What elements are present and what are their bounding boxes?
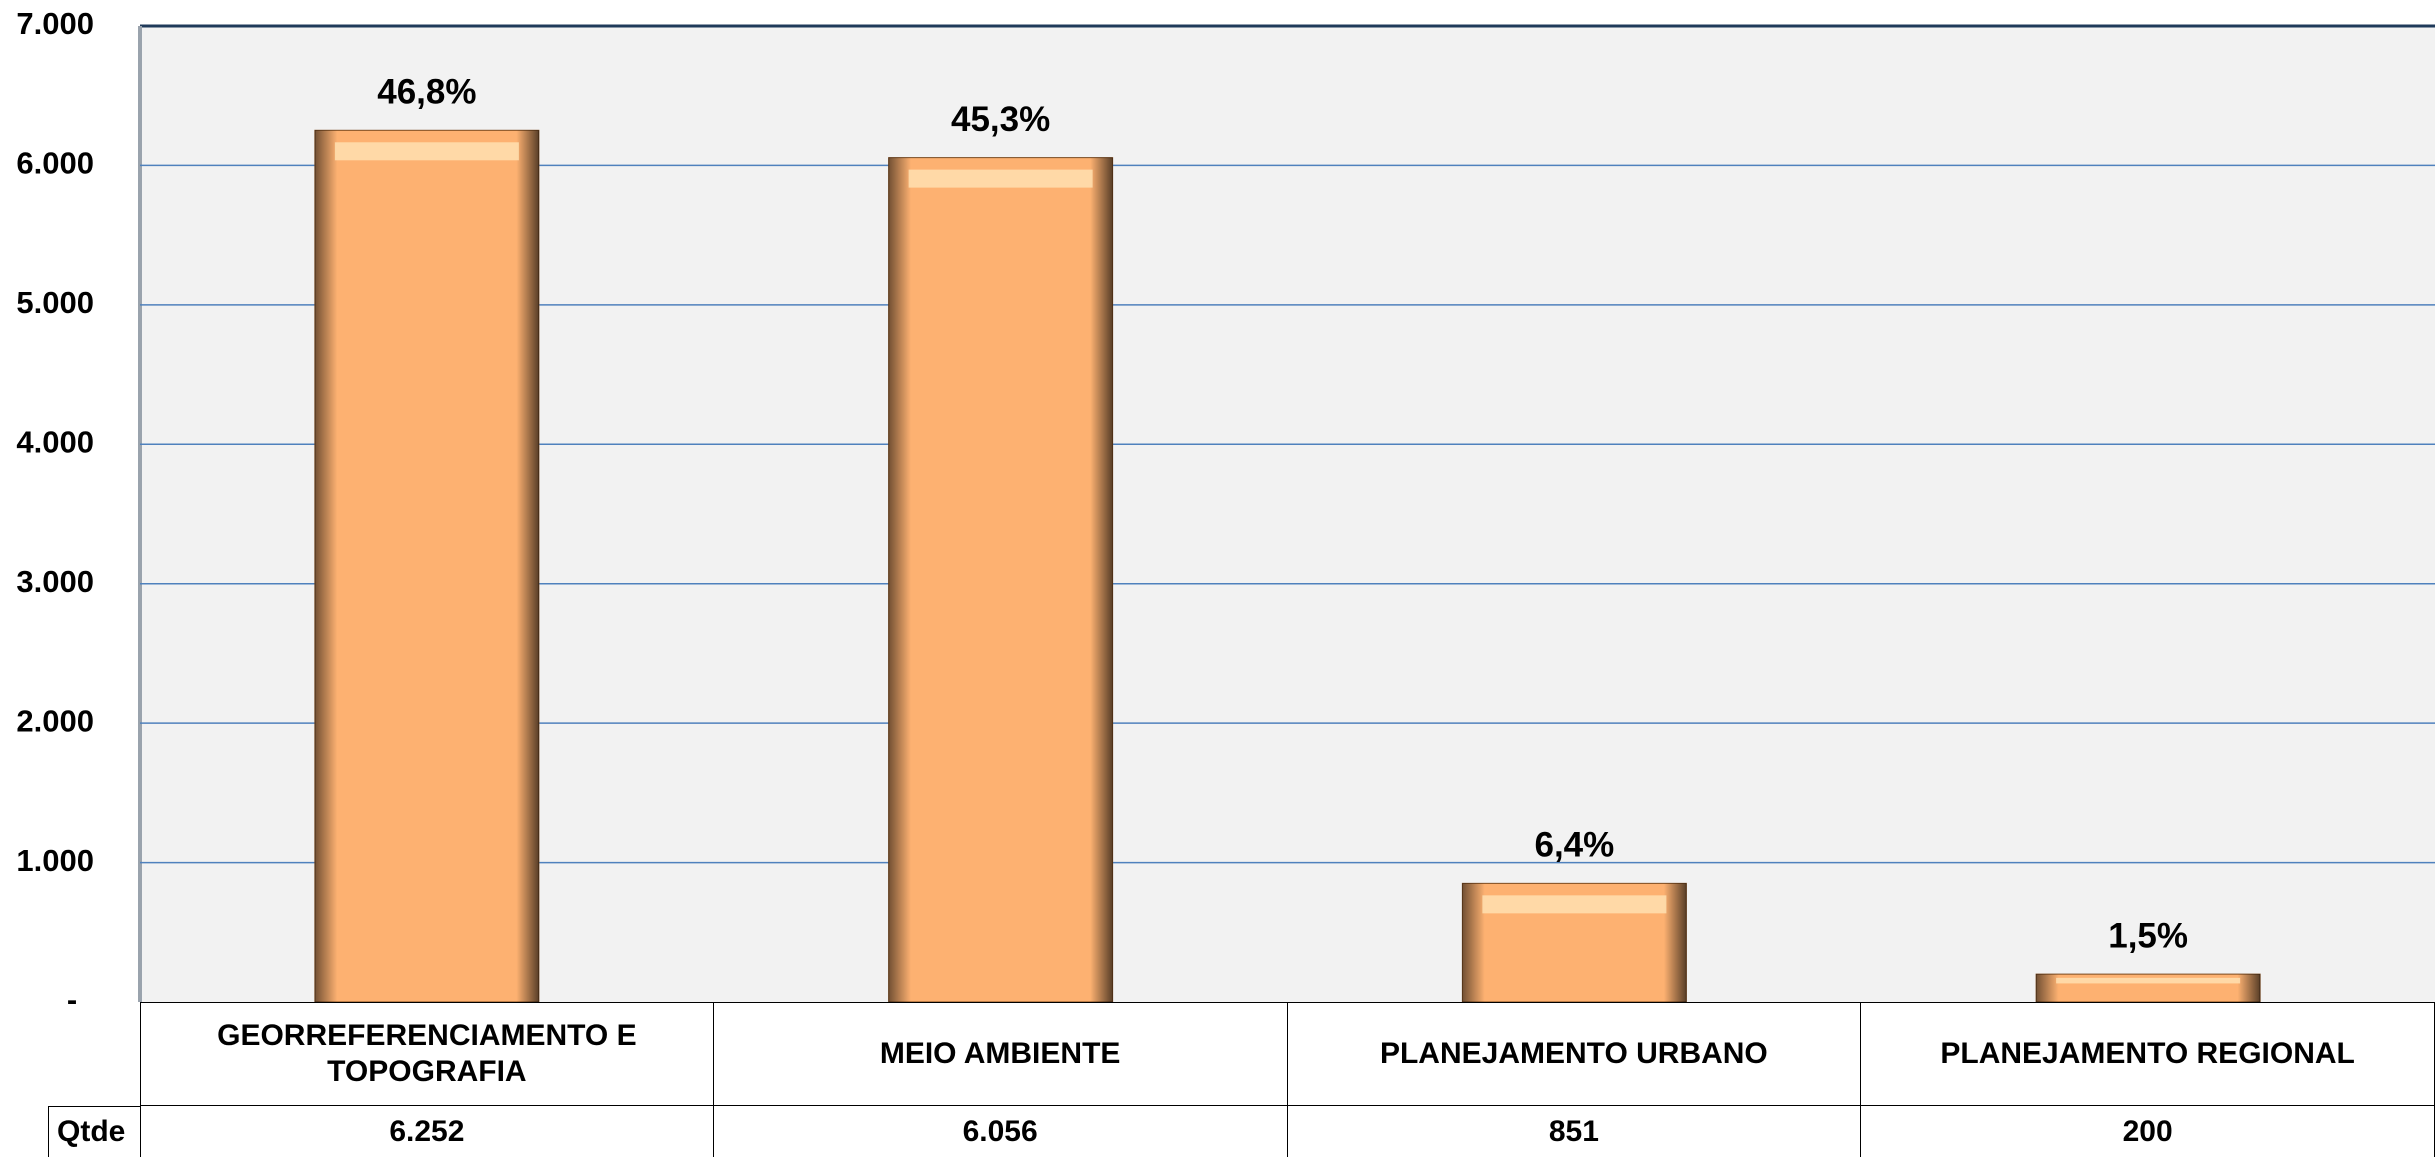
- value-cell: 200: [1861, 1106, 2435, 1157]
- y-tick-label: 1.000: [16, 843, 94, 878]
- value-cell: 6.056: [714, 1106, 1288, 1157]
- category-cell: PLANEJAMENTO REGIONAL: [1861, 1002, 2435, 1106]
- y-tick-label: 3.000: [16, 564, 94, 599]
- bar-highlight: [1482, 895, 1667, 914]
- row-label: Qtde: [48, 1106, 140, 1157]
- category-cell: MEIO AMBIENTE: [713, 1002, 1288, 1106]
- category-cell: GEORREFERENCIAMENTO E TOPOGRAFIA: [140, 1002, 714, 1106]
- y-tick-label: 2.000: [16, 703, 94, 738]
- bar-highlight: [334, 142, 519, 161]
- data-label: 1,5%: [2108, 916, 2188, 955]
- y-tick-label: 4.000: [16, 424, 94, 459]
- y-tick-label: 7.000: [16, 6, 94, 41]
- value-cell: 6.252: [140, 1106, 714, 1157]
- data-label: 6,4%: [1534, 826, 1614, 865]
- y-tick-label: 5.000: [16, 285, 94, 320]
- y-tick-label: -: [67, 982, 77, 1017]
- category-cell: PLANEJAMENTO URBANO: [1287, 1002, 1862, 1106]
- data-label: 46,8%: [377, 73, 476, 112]
- bar: [314, 129, 540, 1003]
- data-label: 45,3%: [951, 100, 1050, 139]
- value-cell: 851: [1288, 1106, 1862, 1157]
- bar-highlight: [2056, 977, 2241, 984]
- y-tick-label: 6.000: [16, 146, 94, 181]
- bar: [888, 157, 1114, 1003]
- bar-highlight: [908, 169, 1093, 188]
